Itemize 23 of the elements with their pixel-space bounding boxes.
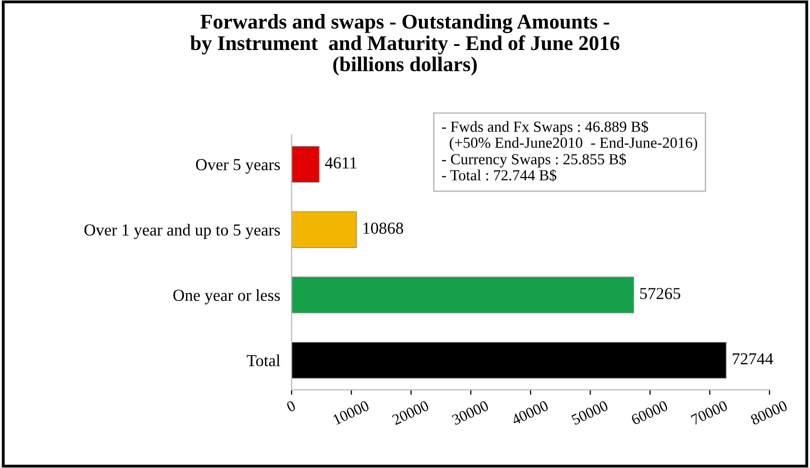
- data-label: 4611: [325, 157, 356, 169]
- x-tick-label: 70000: [690, 400, 728, 426]
- data-label: 57265: [640, 288, 680, 300]
- y-tick-label: Total: [246, 354, 280, 366]
- data-label: 10868: [364, 222, 404, 234]
- annotation: - Fwds and Fx Swaps : 46.889 B$ (+50% End-June2010 - End-June-2016) - Currency Swaps : 25.855 B$ - Total : 72.744 B$: [442, 120, 698, 182]
- y-tick-label: Over 1 year and up to 5 years: [84, 224, 280, 240]
- x-tick-label: 30000: [451, 400, 490, 426]
- bar: [292, 146, 320, 183]
- y-tick-label: One year or less: [173, 289, 280, 304]
- x-tick-label: 60000: [630, 400, 668, 426]
- data-label: 72744: [732, 353, 774, 364]
- bar: [292, 211, 357, 248]
- x-tick-label: 10000: [332, 400, 370, 425]
- y-tick-label: Over 5 years: [196, 159, 280, 174]
- x-tick-label: 20000: [392, 400, 430, 426]
- chart-title: Forwards and swaps - Outstanding Amounts - by Instrument and Maturity - End of June 2016 (billions dollars): [190, 14, 620, 76]
- x-tick-label: 50000: [571, 400, 609, 426]
- bar: [292, 342, 727, 379]
- bar: [292, 276, 634, 314]
- x-tick-label: 40000: [510, 400, 549, 426]
- x-tick-label: 80000: [750, 400, 788, 426]
- x-tick-label: 0: [286, 400, 296, 412]
